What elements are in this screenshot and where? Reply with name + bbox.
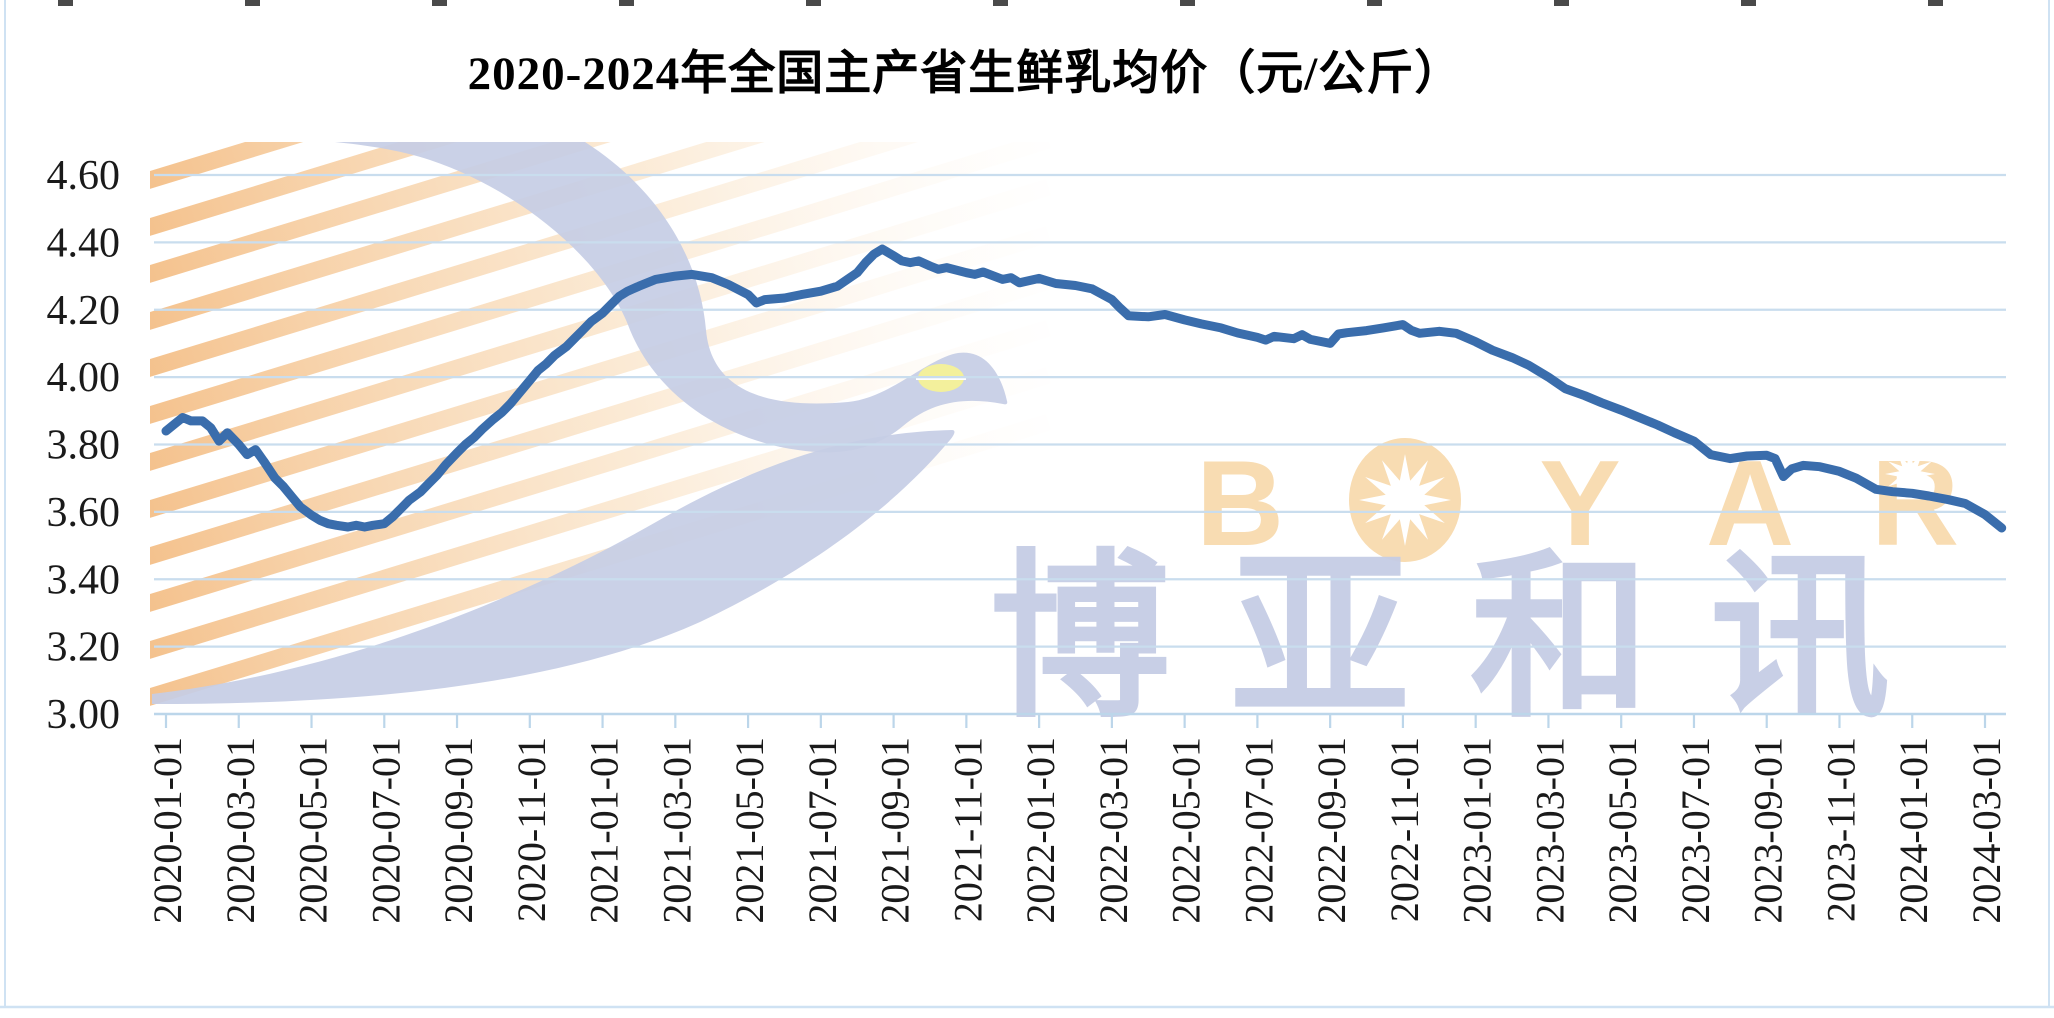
y-axis-label: 3.00	[47, 692, 121, 738]
watermark-text-group: B Y A R博亚和讯	[990, 435, 1959, 739]
y-axis-label: 3.20	[47, 625, 121, 671]
cropped-glyph-fragment	[1741, 0, 1756, 6]
price-line-series	[161, 244, 2007, 533]
y-axis-label: 4.00	[47, 355, 121, 401]
cropped-glyph-fragment	[245, 0, 260, 6]
y-axis-label: 3.40	[47, 557, 121, 603]
bird-head-swoosh	[335, 142, 1008, 453]
x-axis-label: 2023-11-01	[1818, 737, 1863, 922]
cropped-glyph-fragment	[806, 0, 821, 6]
x-axis-label: 2022-11-01	[1382, 737, 1427, 922]
x-axis-label: 2021-07-01	[800, 737, 845, 924]
x-axis-label: 2020-11-01	[509, 737, 554, 922]
watermark-logo-group	[150, 142, 1051, 708]
x-axis-label: 2023-09-01	[1746, 737, 1791, 924]
watermark-stripe	[150, 320, 1051, 615]
starburst-icon	[1885, 449, 1935, 499]
watermark-cn-char: 亚	[1230, 538, 1410, 739]
watermark-stripe	[150, 179, 1051, 474]
x-axis-label: 2022-07-01	[1236, 737, 1281, 924]
x-axis-label: 2022-09-01	[1309, 737, 1354, 924]
x-axis-label: 2020-03-01	[218, 737, 263, 924]
y-axis-label: 3.60	[47, 490, 121, 536]
watermark-cn-char: 和	[1470, 538, 1650, 739]
starburst-icon	[1359, 454, 1451, 546]
cropped-glyph-fragment	[1367, 0, 1382, 6]
x-axis-label: 2021-01-01	[582, 737, 627, 924]
watermark-stripe	[150, 142, 1051, 286]
y-axis-label: 4.20	[47, 288, 121, 334]
x-axis-label: 2021-05-01	[727, 737, 772, 924]
x-axis-label: 2021-09-01	[873, 737, 918, 924]
y-axis-label: 3.80	[47, 423, 121, 469]
watermark-stripe	[150, 273, 1051, 568]
brand-letter: B	[1196, 435, 1284, 571]
x-axis-label: 2022-03-01	[1091, 737, 1136, 924]
brand-letter: Y	[1539, 435, 1620, 571]
x-axis-label: 2022-01-01	[1018, 737, 1063, 924]
y-axis-label: 4.60	[47, 153, 121, 199]
x-axis-label: 2022-05-01	[1164, 737, 1209, 924]
y-axis-label: 4.40	[47, 220, 121, 266]
x-axis-label: 2024-03-01	[1964, 737, 2009, 924]
cropped-glyph-fragment	[1554, 0, 1569, 6]
cropped-glyph-fragment	[58, 0, 73, 6]
cropped-glyph-fragment	[432, 0, 447, 6]
cropped-glyph-fragment	[619, 0, 634, 6]
watermark-cn-char: 博	[990, 538, 1170, 739]
chart-title: 2020-2024年全国主产省生鲜乳均价（元/公斤）	[467, 48, 1463, 100]
x-axis-label: 2020-09-01	[436, 737, 481, 924]
bird-body-swoosh	[152, 430, 955, 704]
x-axis-label: 2024-01-01	[1891, 737, 1936, 924]
cropped-glyph-fragment	[993, 0, 1008, 6]
x-axis-label: 2023-01-01	[1455, 737, 1500, 924]
x-axis-label: 2021-11-01	[945, 737, 990, 922]
watermark-stripe	[150, 226, 1051, 521]
x-axis-label: 2023-07-01	[1673, 737, 1718, 924]
x-axis-label: 2021-03-01	[654, 737, 699, 924]
x-axis-label: 2023-05-01	[1600, 737, 1645, 924]
watermark-stripe	[150, 142, 1051, 427]
watermark-cn-char: 讯	[1710, 538, 1890, 739]
cropped-glyph-fragment	[1928, 0, 1943, 6]
x-axis-label: 2020-07-01	[363, 737, 408, 924]
x-axis-label: 2020-05-01	[291, 737, 336, 924]
watermark-stripe	[150, 142, 1051, 239]
x-axis-label: 2023-03-01	[1527, 737, 1572, 924]
cropped-glyph-fragment	[1180, 0, 1195, 6]
x-axis-label: 2020-01-01	[145, 737, 190, 924]
